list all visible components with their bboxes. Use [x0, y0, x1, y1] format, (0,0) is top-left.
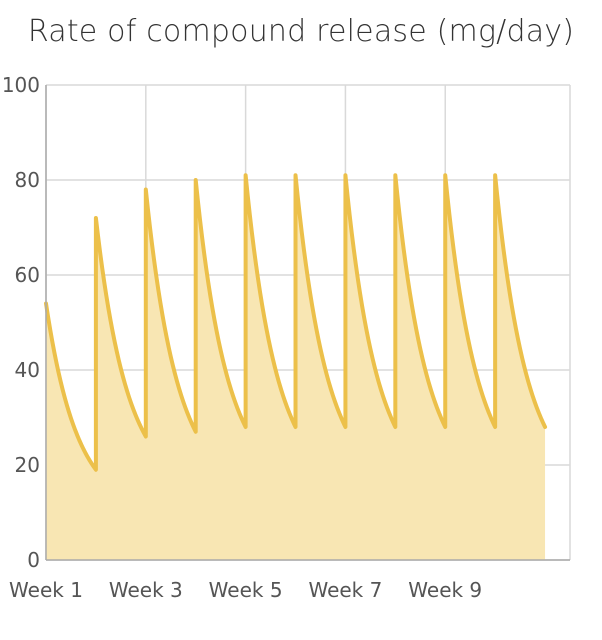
x-tick-label: Week 1 — [9, 578, 83, 602]
x-tick-label: Week 5 — [209, 578, 283, 602]
y-tick-label: 80 — [15, 168, 40, 192]
axes — [45, 85, 570, 561]
series-line — [44, 173, 548, 472]
y-tick-label: 0 — [27, 548, 40, 572]
y-axis-ticks: 0 20 40 60 80 100 — [2, 73, 40, 572]
y-tick-label: 60 — [15, 263, 40, 287]
area-series — [44, 173, 548, 560]
x-tick-label: Week 9 — [408, 578, 482, 602]
y-tick-label: 40 — [15, 358, 40, 382]
y-tick-label: 20 — [15, 453, 40, 477]
x-tick-label: Week 3 — [109, 578, 183, 602]
x-tick-label: Week 7 — [308, 578, 382, 602]
x-axis-ticks: Week 1 Week 3 Week 5 Week 7 Week 9 — [9, 578, 482, 602]
chart-title: Rate of compound release (mg/day) — [27, 14, 575, 49]
y-tick-label: 100 — [2, 73, 40, 97]
